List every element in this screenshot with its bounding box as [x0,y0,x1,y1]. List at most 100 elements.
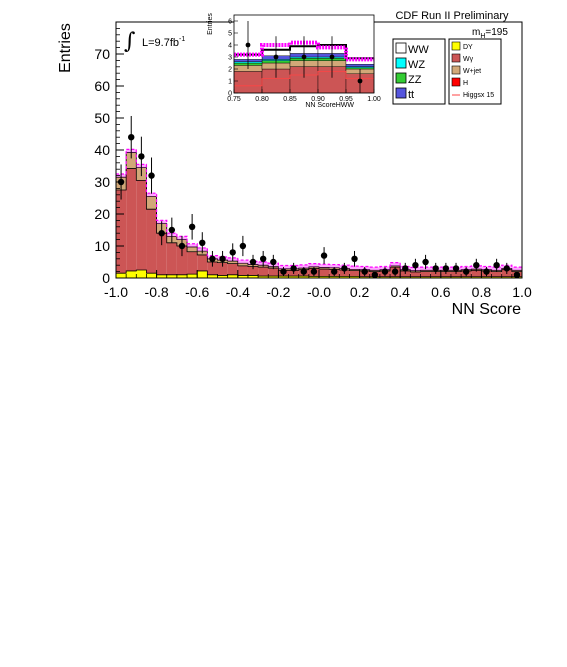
data-point-11 [229,249,236,256]
data-point-29 [412,262,419,269]
data-point-32 [442,265,450,272]
data-point-6 [178,242,186,250]
data-point-20 [320,252,328,259]
inset-data-point-4 [357,78,363,84]
stack-bar-W-11 [227,263,238,275]
legend-label-right-4: Higgsx 15 [463,92,494,99]
stack-bar-W-2 [136,180,147,270]
legend-swatch-right-1 [451,53,461,63]
stack-bar-DY-12 [237,275,248,278]
stack-bar-DY-2 [136,270,147,278]
stack-bar-DY-24 [359,276,370,278]
x-tick-label: -0.6 [185,284,209,300]
stack-bar-Wjet-20 [319,267,330,270]
integral-symbol: ∫ [124,29,136,54]
data-point-16 [280,268,287,275]
stack-bar-W-20 [319,269,330,277]
stack-bar-Wjet-23 [349,269,360,271]
stack-bar-Wjet-1 [126,152,137,169]
inset-y-tick-label: 5 [228,31,232,38]
inset-data-point-1 [273,54,279,60]
x-tick-label: 0.8 [472,284,492,300]
inset-y-axis-title: Entries [207,13,214,35]
stack-bar-DY-15 [268,276,279,278]
stack-bar-DY-29 [410,276,421,278]
stack-bar-Wjet-3 [146,196,157,210]
legend-label-WZ: WZ [408,59,425,71]
legend-swatch-WW [395,42,407,54]
stack-bar-W-35 [471,270,482,277]
data-point-26 [381,268,389,275]
mass-label: mH=195 [472,27,508,40]
stack-bar-DY-38 [501,276,512,278]
stack-bar-DY-18 [298,276,309,278]
luminosity-exponent: -1 [179,36,185,43]
stack-bar-DY-26 [379,276,391,278]
stack-bar-W-30 [420,271,431,277]
y-tick-label: 10 [94,238,110,254]
data-point-36 [483,268,490,275]
inset-x-axis-title: NN ScoreHWW [305,102,354,109]
inset-plot: 0 1 2 3 4 5 6 0.75 0.80 0.85 0.90 0.95 1.00 NN ScoreH… [207,13,381,109]
data-point-12 [239,242,247,250]
stack-bar-DY-8 [197,270,208,278]
legend: WW WZ ZZ tt DY Wγ W+jet H Higgsx 15 [392,38,502,105]
stack-bar-W-29 [410,271,421,277]
y-axis-title: Entries [57,23,74,73]
stack-bar-W-37 [491,271,502,277]
stack-bar-Wjet-12 [237,263,248,266]
stack-bar-W-4 [156,233,167,275]
stack-bar-DY-28 [400,276,411,278]
stack-bar-W-9 [207,262,218,275]
stack-bar-Wjet-39 [511,270,522,272]
signal-bar-12 [237,260,248,264]
x-tick-label: -0.4 [226,284,250,300]
signal-bar-21 [329,264,340,268]
stack-bar-W-5 [166,242,177,275]
legend-label-right-3: H [463,80,468,87]
stack-bar-W-0 [116,190,127,274]
x-tick-label: 1.0 [512,284,532,300]
data-point-2 [138,153,145,160]
data-point-23 [351,255,358,262]
inset-x-tick-label: 1.00 [367,96,381,103]
data-point-31 [432,265,439,272]
stack-bar-DY-3 [146,273,157,278]
mass-subscript: H [480,33,485,40]
stack-bar-Wjet-7 [187,246,198,252]
legend-label-right-2: W+jet [463,68,481,75]
stack-bar-DY-30 [420,276,431,278]
stack-bar-DY-7 [187,274,198,278]
stack-outline-2 [115,152,523,278]
y-tick-label: 0 [102,270,110,286]
data-point-15 [270,258,277,266]
data-point-10 [219,255,226,262]
inset-x-tick-label: 0.85 [283,96,297,103]
inset-data-point-2 [301,54,307,60]
y-tick-label: 60 [94,78,110,94]
stack-bar-DY-6 [176,274,188,278]
stack-bar-DY-13 [247,275,259,278]
x-tick-label: -1.0 [104,284,128,300]
stack-bar-W-31 [430,271,441,277]
stack-bar-DY-35 [471,276,482,278]
inset-y-tick-label: 6 [228,19,232,26]
inset-y-tick-label: 0 [228,91,232,98]
stack-bar-Wjet-11 [227,261,238,264]
data-point-7 [188,223,196,230]
legend-swatch-tt [395,87,407,99]
stack-bar-DY-11 [227,274,238,278]
luminosity-text: L=9.7fb-1 [142,36,185,49]
legend-label-WW: WW [408,44,429,56]
legend-label-tt: tt [408,89,414,101]
chart-title: CDF Run II Preliminary [395,10,509,22]
legend-swatch-right-3 [451,77,461,87]
stack-bar-DY-27 [390,276,401,278]
y-tick-label: 40 [94,142,110,158]
x-tick-label: 0.6 [431,284,451,300]
x-axis-title: NN Score [452,301,521,318]
legend-label-right-0: DY [463,44,473,51]
inset-y-tick-label: 2 [228,67,232,74]
data-point-13 [249,258,257,266]
